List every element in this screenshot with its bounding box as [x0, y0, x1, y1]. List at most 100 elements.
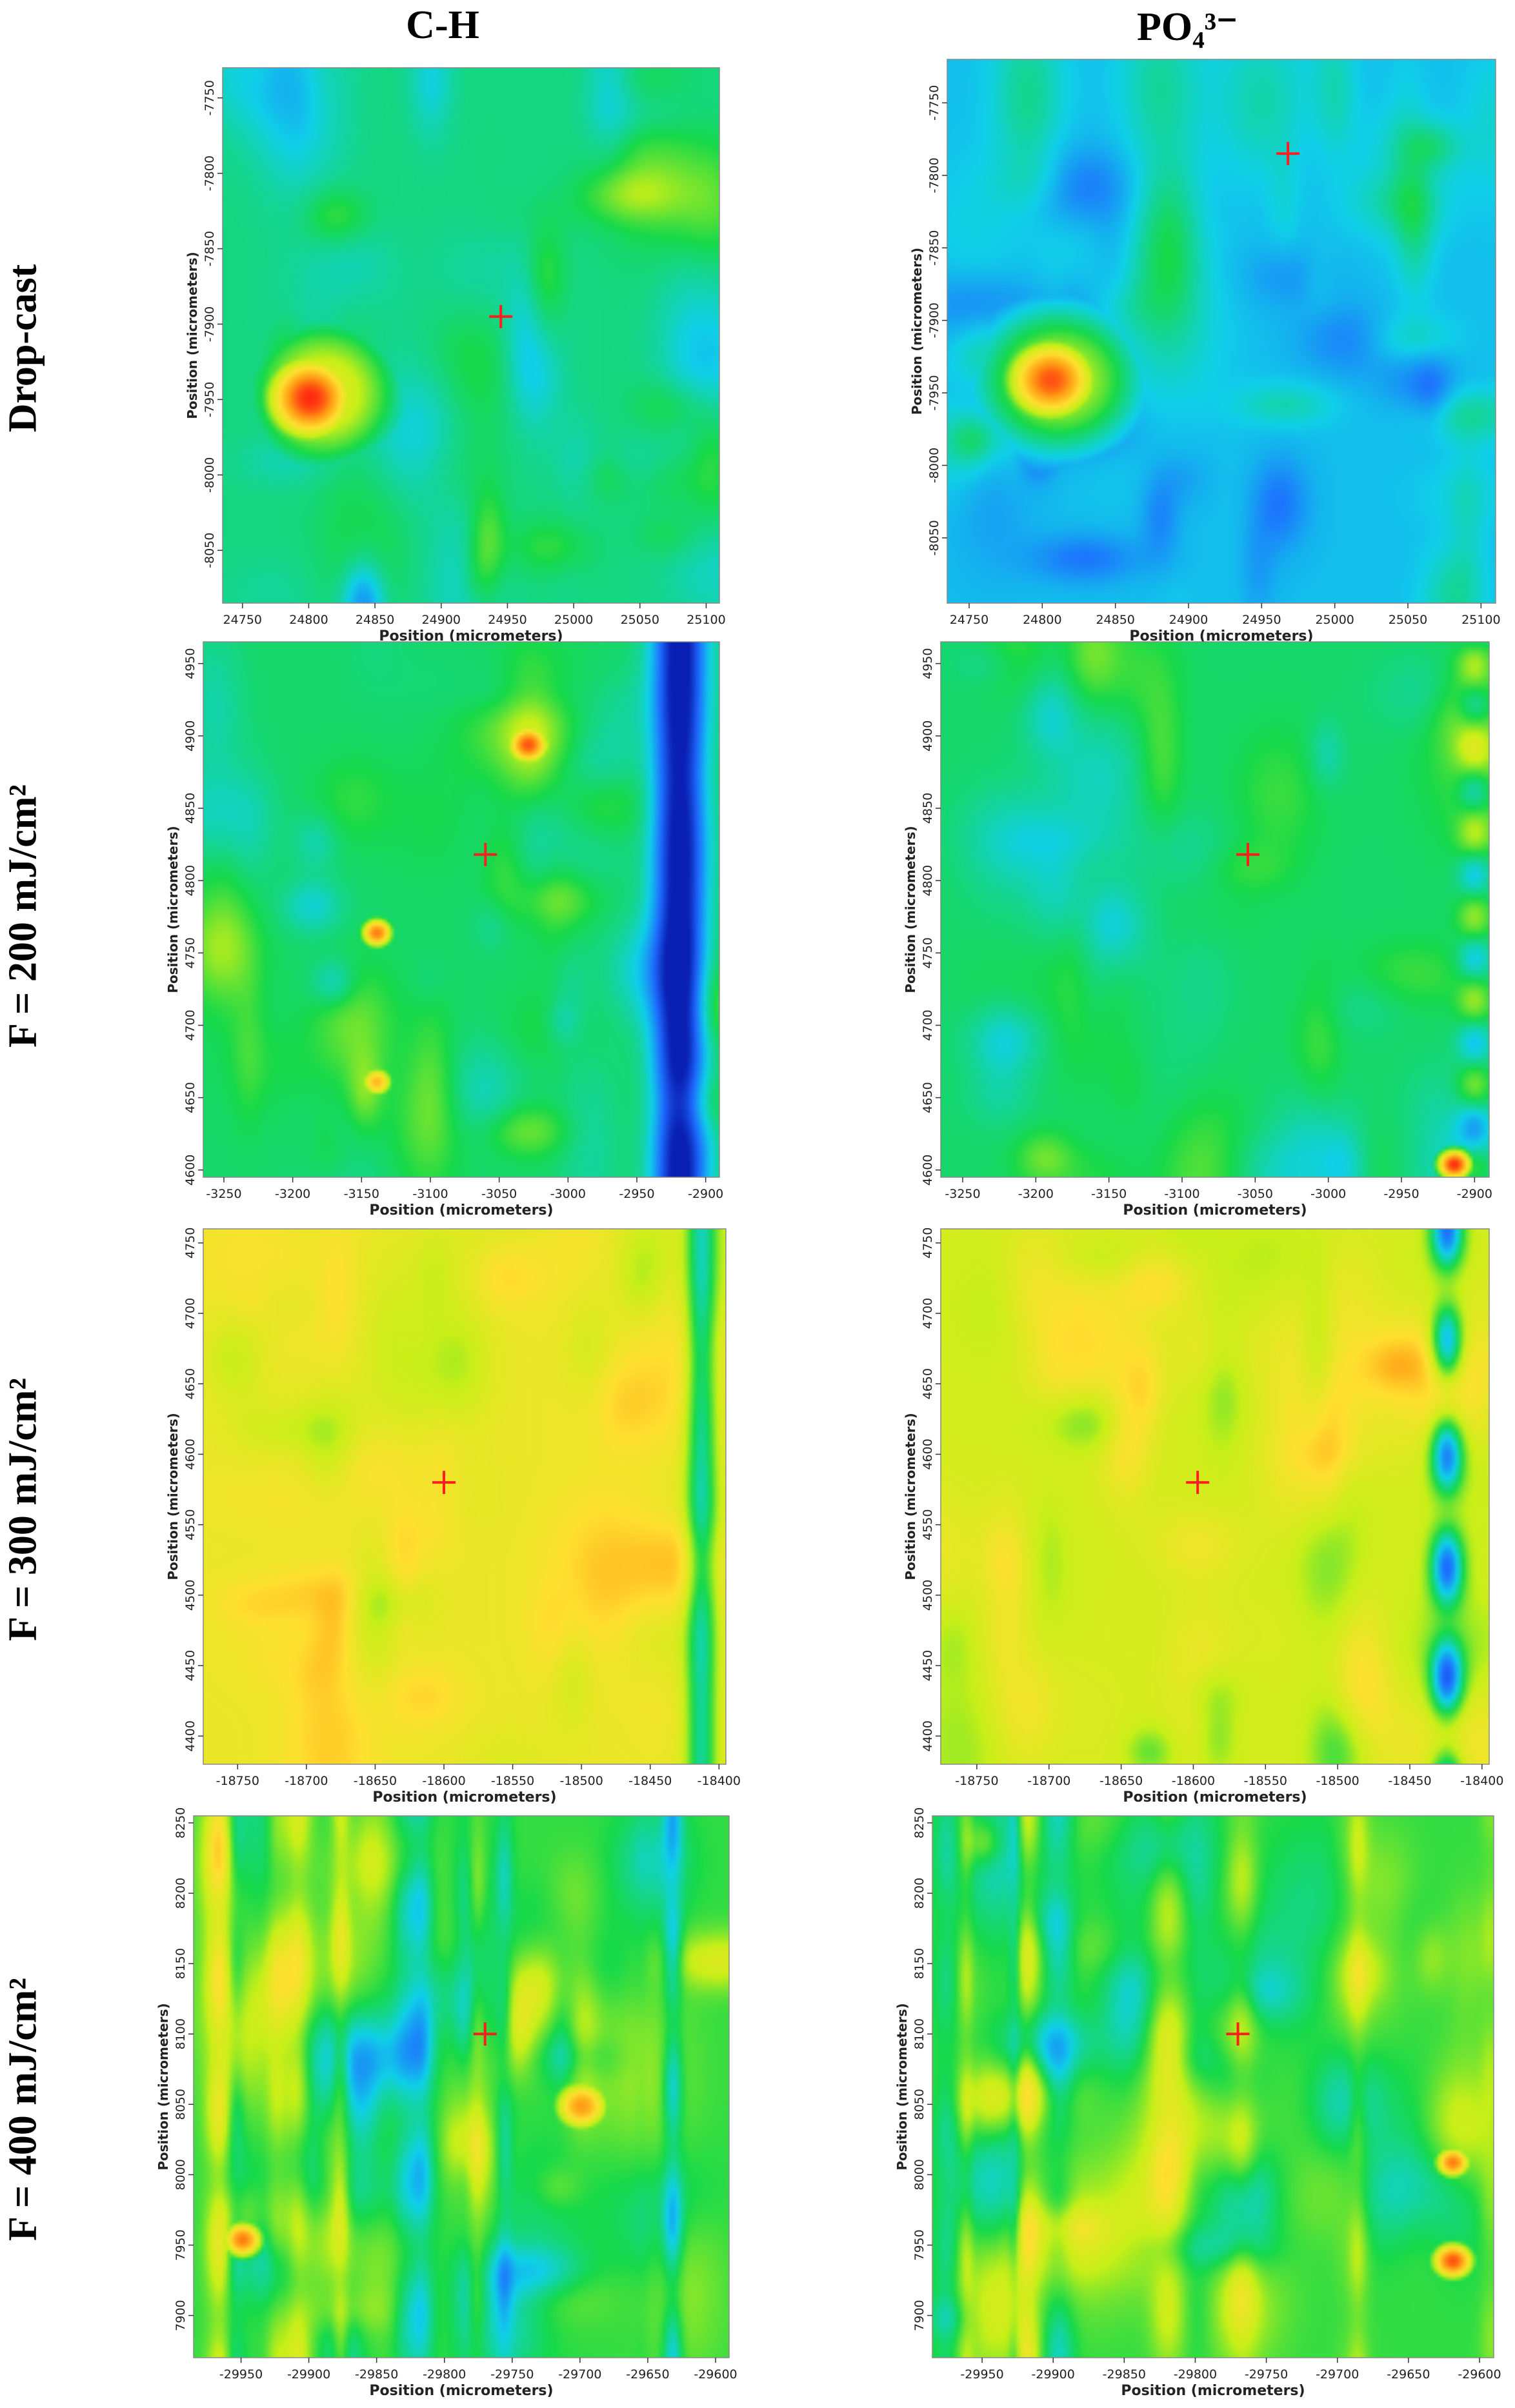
y-tick-label: 8250 [912, 1807, 927, 1838]
x-axis-label: Position (micrometers) [1123, 1789, 1307, 1806]
y-axis-label: Position (micrometers) [165, 1413, 181, 1580]
plot-frame [203, 1228, 727, 1765]
y-tick-label: 4600 [183, 1438, 197, 1469]
y-tick-label: 4650 [921, 1368, 935, 1399]
x-axis-label: Position (micrometers) [1121, 2383, 1305, 2399]
y-tick-label: 4400 [921, 1720, 935, 1751]
crosshair-marker [489, 304, 513, 328]
x-tick-label: -3000 [550, 1187, 586, 1201]
y-tick-label: 8050 [912, 2089, 927, 2120]
heatmap-image [223, 68, 719, 603]
y-tick-label: 4750 [921, 937, 935, 968]
x-tick-label: -18600 [1172, 1774, 1215, 1788]
x-tick-label: 25000 [1315, 613, 1354, 627]
x-tick-label: 24950 [1242, 613, 1281, 627]
x-axis-label: Position (micrometers) [379, 628, 563, 644]
y-axis-label: Position (micrometers) [903, 826, 918, 993]
plot-frame [932, 1815, 1494, 2358]
y-tick-label: -7850 [203, 231, 217, 266]
x-tick-label: -18700 [1027, 1774, 1070, 1788]
x-tick-label: -2950 [1383, 1187, 1419, 1201]
y-tick-label: -7800 [203, 155, 217, 191]
y-tick-label: 4700 [183, 1010, 197, 1040]
x-tick-label: -3100 [1164, 1187, 1199, 1201]
y-tick-label: 4650 [183, 1082, 197, 1113]
y-tick-label: 4450 [921, 1650, 935, 1681]
y-tick-label: 8100 [912, 2018, 927, 2049]
y-tick-label: 8000 [912, 2159, 927, 2190]
column-header-po4: PO₄³⁻ [1137, 5, 1238, 49]
y-tick-label: 7900 [174, 2300, 188, 2331]
x-tick-label: -3050 [481, 1187, 517, 1201]
y-axis-label: Position (micrometers) [894, 2003, 910, 2170]
x-tick-label: -18650 [354, 1774, 397, 1788]
y-tick-label: -8050 [203, 533, 217, 568]
y-tick-label: 4700 [921, 1298, 935, 1329]
y-tick-label: 4700 [183, 1298, 197, 1329]
y-tick-label: -8000 [927, 448, 941, 483]
y-axis-label: Position (micrometers) [903, 1413, 918, 1580]
y-tick-label: 4450 [183, 1650, 197, 1681]
y-tick-label: -7950 [927, 375, 941, 410]
y-tick-label: 8200 [174, 1878, 188, 1909]
y-tick-label: 4500 [183, 1580, 197, 1611]
x-tick-label: 24900 [422, 613, 461, 627]
y-tick-label: 7950 [912, 2229, 927, 2260]
x-tick-label: 25050 [621, 613, 659, 627]
heatmap-image [932, 1816, 1494, 2358]
crosshair-marker [432, 1471, 456, 1495]
x-tick-label: -3250 [206, 1187, 241, 1201]
y-tick-label: 4800 [183, 865, 197, 896]
crosshair-marker [1226, 2022, 1250, 2046]
plot-frame [940, 1228, 1490, 1765]
y-tick-label: 4600 [921, 1155, 935, 1186]
y-axis-label: Position (micrometers) [185, 252, 200, 419]
x-tick-label: -18700 [285, 1774, 328, 1788]
x-tick-label: -29650 [1387, 2367, 1430, 2382]
y-tick-label: 4750 [921, 1228, 935, 1259]
plot-frame [940, 641, 1490, 1178]
x-tick-label: 25100 [687, 613, 725, 627]
x-tick-label: -29600 [694, 2367, 737, 2382]
x-tick-label: -3200 [1018, 1187, 1054, 1201]
y-tick-label: 7950 [174, 2229, 188, 2260]
x-tick-label: -18550 [1244, 1774, 1287, 1788]
x-tick-label: -2900 [1457, 1187, 1492, 1201]
x-tick-label: -3250 [945, 1187, 980, 1201]
heatmap-image [941, 1229, 1489, 1764]
heatmap-image [194, 1816, 729, 2358]
heatmap-image [941, 642, 1489, 1177]
y-tick-label: 4950 [183, 648, 197, 679]
y-tick-label: 4900 [183, 721, 197, 751]
x-tick-label: -29800 [1174, 2367, 1217, 2382]
heatmap-image [947, 59, 1496, 603]
x-tick-label: 24800 [1023, 613, 1061, 627]
y-tick-label: 8100 [174, 2018, 188, 2049]
y-tick-label: 4850 [183, 793, 197, 824]
x-tick-label: 24750 [950, 613, 988, 627]
x-tick-label: -29850 [355, 2367, 398, 2382]
x-tick-label: -29800 [423, 2367, 466, 2382]
x-tick-label: -18500 [1316, 1774, 1359, 1788]
x-tick-label: -29750 [1245, 2367, 1288, 2382]
plot-frame [193, 1815, 730, 2358]
y-tick-label: 4750 [183, 937, 197, 968]
y-tick-label: -7900 [203, 306, 217, 342]
y-tick-label: -8050 [927, 520, 941, 555]
y-tick-label: 4550 [183, 1509, 197, 1540]
crosshair-marker [473, 2022, 497, 2046]
x-tick-label: -18600 [422, 1774, 465, 1788]
x-tick-label: -3150 [1091, 1187, 1127, 1201]
y-tick-label: 4400 [183, 1720, 197, 1751]
y-tick-label: 4550 [921, 1509, 935, 1540]
x-tick-label: -18400 [1460, 1774, 1503, 1788]
y-tick-label: 4500 [921, 1580, 935, 1611]
x-tick-label: -29950 [960, 2367, 1003, 2382]
y-tick-label: -7850 [927, 230, 941, 266]
crosshair-marker [1186, 1471, 1210, 1495]
x-tick-label: -2950 [619, 1187, 654, 1201]
